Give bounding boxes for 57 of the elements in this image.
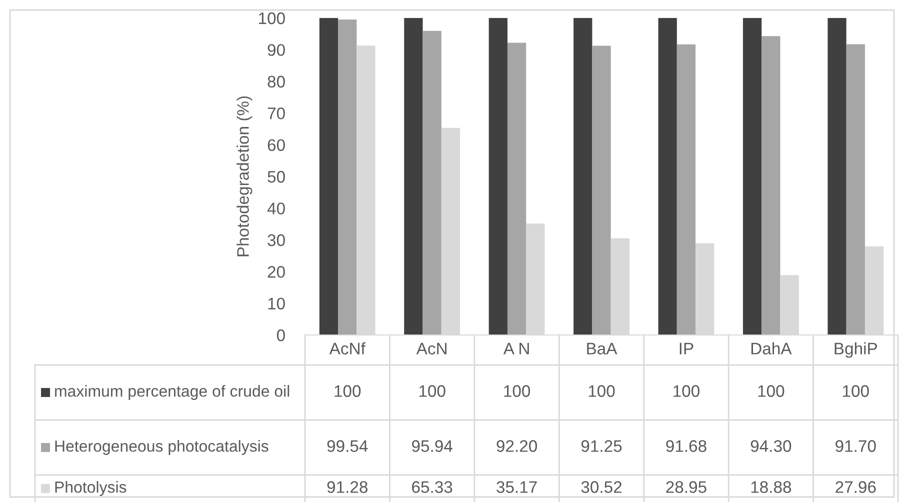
data-label: 100	[334, 385, 361, 397]
bar	[422, 30, 442, 335]
y-tick-label: 20	[268, 266, 285, 278]
data-label: 65.33	[412, 481, 452, 493]
data-label: 100	[588, 385, 615, 397]
data-label: 100	[674, 385, 700, 397]
x-tick-label: BghiP	[834, 342, 877, 358]
data-label: 100	[758, 385, 784, 397]
data-label: 92.20	[496, 440, 537, 452]
data-label: 94.30	[750, 440, 792, 452]
y-tick-label: 80	[268, 76, 285, 88]
data-label: 95.94	[412, 440, 452, 452]
legend-label: maximum percentage of crude oil	[55, 385, 290, 400]
bar	[507, 42, 526, 335]
y-tick-label: 30	[268, 234, 285, 246]
data-label: 35.17	[496, 481, 537, 493]
data-label: 91.70	[836, 440, 876, 452]
y-tick-label: 40	[267, 202, 285, 214]
x-tick-label: IP	[680, 342, 694, 354]
bar	[574, 18, 592, 335]
x-tick-label: A N	[503, 342, 529, 354]
data-label: 91.28	[327, 481, 368, 493]
bar	[592, 46, 611, 335]
data-label: 28.95	[666, 481, 706, 493]
bar	[488, 18, 508, 335]
y-tick-label: 90	[268, 44, 285, 56]
data-label: 100	[419, 385, 446, 397]
y-tick-label: 60	[268, 139, 285, 152]
y-tick-label: 70	[268, 108, 285, 120]
bar	[762, 36, 780, 335]
y-tick-label: 100	[259, 12, 285, 24]
legend-label: Photolysis	[55, 481, 126, 496]
data-label: 27.96	[836, 481, 876, 493]
data-label: 18.88	[751, 481, 792, 493]
x-tick-label: AcNf	[329, 342, 366, 354]
data-label: 30.52	[581, 481, 622, 493]
y-tick-label: 0	[276, 329, 285, 342]
data-label: 99.54	[327, 440, 368, 452]
bar	[846, 44, 865, 335]
legend-label: Heterogeneous photocatalysis	[55, 440, 268, 455]
y-tick-label: 50	[268, 170, 285, 183]
x-tick-label: AcN	[416, 342, 446, 354]
y-tick-label: 10	[268, 298, 285, 310]
data-label: 100	[843, 385, 869, 397]
data-label: 91.25	[581, 440, 622, 452]
bar	[742, 18, 762, 335]
x-tick-label: BaA	[587, 342, 618, 354]
data-label: 100	[504, 385, 530, 397]
bar	[404, 18, 423, 335]
y-axis-title: Photodegradetion (%)	[236, 96, 252, 256]
bar	[828, 18, 846, 335]
bar	[658, 18, 677, 335]
x-tick-label: DahA	[751, 342, 792, 354]
bar	[319, 18, 338, 335]
bar	[676, 44, 696, 335]
data-label: 91.68	[666, 440, 706, 452]
bar	[338, 19, 357, 335]
